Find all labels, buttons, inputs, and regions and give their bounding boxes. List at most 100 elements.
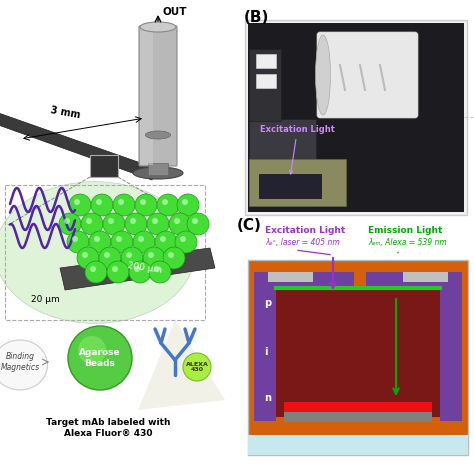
Text: (B): (B)	[244, 10, 269, 25]
FancyBboxPatch shape	[317, 32, 418, 118]
Circle shape	[147, 213, 169, 235]
Circle shape	[121, 247, 143, 269]
Ellipse shape	[316, 35, 330, 115]
Circle shape	[77, 247, 99, 269]
Ellipse shape	[133, 167, 183, 179]
Text: i: i	[264, 347, 267, 357]
FancyBboxPatch shape	[254, 272, 276, 421]
Circle shape	[108, 218, 114, 224]
Circle shape	[104, 252, 110, 258]
Text: 200 μm: 200 μm	[128, 261, 163, 275]
Circle shape	[152, 218, 158, 224]
Circle shape	[86, 218, 92, 224]
Text: λₑₘ, Alexa = 539 nm: λₑₘ, Alexa = 539 nm	[368, 238, 447, 247]
Circle shape	[168, 252, 174, 258]
FancyBboxPatch shape	[245, 20, 467, 215]
Circle shape	[163, 247, 185, 269]
Circle shape	[82, 252, 88, 258]
Circle shape	[133, 231, 155, 253]
Circle shape	[94, 236, 100, 242]
FancyBboxPatch shape	[254, 272, 354, 290]
FancyBboxPatch shape	[249, 159, 346, 206]
Circle shape	[187, 213, 209, 235]
Circle shape	[96, 199, 102, 205]
Text: OUT: OUT	[163, 7, 188, 17]
Text: Excitation Light: Excitation Light	[260, 125, 335, 174]
Circle shape	[160, 236, 166, 242]
FancyBboxPatch shape	[90, 155, 118, 177]
Text: Emission Light: Emission Light	[368, 226, 442, 235]
Circle shape	[177, 194, 199, 216]
Circle shape	[91, 194, 113, 216]
Text: (C): (C)	[237, 218, 262, 233]
FancyBboxPatch shape	[256, 74, 276, 88]
Ellipse shape	[0, 340, 47, 390]
Circle shape	[111, 231, 133, 253]
Circle shape	[140, 199, 146, 205]
Circle shape	[113, 194, 135, 216]
Circle shape	[126, 252, 132, 258]
FancyBboxPatch shape	[248, 435, 468, 455]
Circle shape	[118, 199, 124, 205]
Circle shape	[162, 199, 168, 205]
Circle shape	[99, 247, 121, 269]
FancyBboxPatch shape	[140, 27, 153, 165]
Circle shape	[129, 261, 151, 283]
Circle shape	[174, 218, 180, 224]
FancyBboxPatch shape	[249, 49, 281, 121]
Circle shape	[125, 213, 147, 235]
Text: ALEXA
430: ALEXA 430	[185, 362, 209, 373]
Circle shape	[182, 199, 188, 205]
Circle shape	[192, 218, 198, 224]
FancyBboxPatch shape	[248, 23, 464, 212]
Ellipse shape	[140, 22, 176, 32]
Circle shape	[68, 326, 132, 390]
Circle shape	[143, 247, 165, 269]
Text: 20 μm: 20 μm	[31, 295, 59, 304]
Circle shape	[148, 252, 154, 258]
Circle shape	[107, 261, 129, 283]
FancyBboxPatch shape	[268, 272, 313, 282]
Circle shape	[89, 231, 111, 253]
Circle shape	[130, 218, 136, 224]
Circle shape	[67, 231, 89, 253]
Polygon shape	[60, 248, 215, 290]
FancyBboxPatch shape	[284, 402, 432, 412]
Text: 3 mm: 3 mm	[49, 105, 81, 120]
Circle shape	[138, 236, 144, 242]
FancyBboxPatch shape	[148, 163, 168, 175]
Circle shape	[72, 236, 78, 242]
Circle shape	[175, 231, 197, 253]
Circle shape	[103, 213, 125, 235]
Polygon shape	[0, 110, 155, 180]
Circle shape	[69, 194, 91, 216]
Circle shape	[78, 336, 106, 364]
FancyBboxPatch shape	[276, 288, 440, 417]
FancyBboxPatch shape	[248, 260, 468, 455]
Circle shape	[85, 261, 107, 283]
FancyBboxPatch shape	[284, 412, 432, 422]
FancyBboxPatch shape	[440, 272, 462, 421]
FancyBboxPatch shape	[403, 272, 448, 282]
FancyBboxPatch shape	[249, 119, 316, 206]
Text: Agarose
Beads: Agarose Beads	[79, 348, 121, 368]
Ellipse shape	[0, 182, 195, 323]
FancyBboxPatch shape	[256, 54, 276, 68]
Circle shape	[112, 266, 118, 272]
Text: Target mAb labeled with
Alexa Fluor® 430: Target mAb labeled with Alexa Fluor® 430	[46, 418, 170, 438]
Ellipse shape	[146, 131, 171, 139]
Circle shape	[149, 261, 171, 283]
Circle shape	[169, 213, 191, 235]
Circle shape	[155, 231, 177, 253]
Polygon shape	[138, 320, 225, 410]
Circle shape	[180, 236, 186, 242]
Text: λₑˣ, laser = 405 nm: λₑˣ, laser = 405 nm	[265, 238, 340, 247]
Text: p: p	[264, 298, 271, 308]
FancyBboxPatch shape	[259, 174, 321, 198]
Circle shape	[116, 236, 122, 242]
Circle shape	[157, 194, 179, 216]
Circle shape	[135, 194, 157, 216]
FancyBboxPatch shape	[366, 272, 462, 290]
Text: n: n	[264, 393, 271, 403]
Circle shape	[154, 266, 160, 272]
